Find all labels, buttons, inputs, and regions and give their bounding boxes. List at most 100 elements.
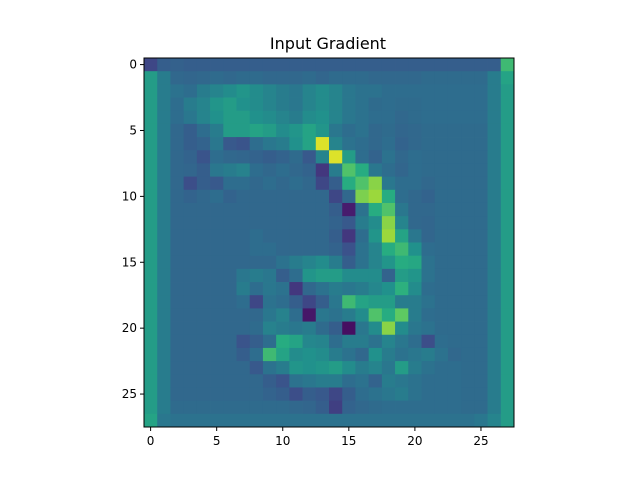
heatmap-cell (223, 334, 237, 349)
heatmap-cell (144, 202, 158, 217)
heatmap-cell (408, 84, 422, 98)
heatmap-cell (210, 84, 224, 98)
heatmap-cell (249, 387, 264, 402)
heatmap-cell (408, 176, 422, 191)
heatmap-cell (236, 71, 251, 85)
heatmap-cell (289, 71, 303, 85)
heatmap-cell (276, 268, 290, 283)
heatmap-cell (487, 58, 502, 72)
heatmap-cell (368, 361, 383, 375)
heatmap-cell (223, 413, 237, 428)
heatmap-cell (474, 255, 488, 270)
heatmap-cell (210, 97, 224, 112)
heatmap-cell (408, 308, 422, 322)
heatmap-cell (434, 137, 449, 151)
heatmap-cell (289, 137, 303, 151)
heatmap-cell (355, 400, 370, 415)
heatmap-cell (368, 71, 383, 85)
heatmap-cell (395, 150, 409, 164)
heatmap-cell (381, 97, 396, 112)
heatmap-cell (434, 71, 449, 85)
heatmap-cell (196, 229, 211, 243)
heatmap-cell (487, 282, 502, 296)
heatmap-cell (408, 268, 422, 283)
heatmap-cell (487, 361, 502, 375)
heatmap-cell (157, 163, 171, 178)
heatmap-cell (210, 321, 224, 336)
heatmap-cell (447, 242, 462, 257)
heatmap-cell (183, 321, 198, 336)
heatmap-cell (249, 189, 264, 204)
heatmap-cell (474, 413, 488, 428)
heatmap-cell (355, 123, 370, 138)
heatmap-cell (144, 58, 158, 72)
heatmap-cell (342, 400, 356, 415)
heatmap-cell (289, 163, 303, 178)
heatmap-cell (157, 268, 171, 283)
heatmap-cell (183, 347, 198, 362)
heatmap-cell (381, 163, 396, 178)
heatmap-cell (183, 163, 198, 178)
heatmap-cell (461, 71, 475, 85)
heatmap-cell (144, 321, 158, 336)
heatmap-cell (461, 137, 475, 151)
heatmap-cell (434, 229, 449, 243)
heatmap-cell (421, 84, 436, 98)
heatmap-cell (289, 110, 303, 125)
heatmap-cell (368, 123, 383, 138)
heatmap-cell (236, 229, 251, 243)
heatmap-cell (421, 58, 436, 72)
heatmap-cell (408, 163, 422, 178)
heatmap-cell (262, 71, 277, 85)
heatmap-cell (183, 71, 198, 85)
heatmap-cell (289, 334, 303, 349)
heatmap-cell (289, 295, 303, 309)
heatmap-cell (196, 202, 211, 217)
heatmap-cell (329, 308, 343, 322)
heatmap-cell (474, 374, 488, 388)
heatmap-cell (210, 361, 224, 375)
heatmap-cell (329, 321, 343, 336)
heatmap-cell (144, 123, 158, 138)
heatmap-cell (170, 361, 185, 375)
heatmap-cell (183, 176, 198, 191)
heatmap-cell (381, 71, 396, 85)
heatmap-cell (487, 387, 502, 402)
heatmap-cell (329, 361, 343, 375)
y-tick-label: 10 (122, 189, 137, 203)
heatmap-cell (447, 58, 462, 72)
heatmap-cell (170, 58, 185, 72)
heatmap-cell (395, 347, 409, 362)
heatmap-cell (249, 71, 264, 85)
heatmap-cell (236, 361, 251, 375)
heatmap-cell (170, 84, 185, 98)
heatmap-cell (157, 137, 171, 151)
heatmap-cell (368, 308, 383, 322)
heatmap-cell (408, 295, 422, 309)
heatmap-cell (196, 413, 211, 428)
heatmap-cell (302, 361, 317, 375)
heatmap-cell (289, 242, 303, 257)
heatmap-cell (395, 58, 409, 72)
heatmap-cell (223, 110, 237, 125)
heatmap-cell (302, 308, 317, 322)
heatmap-cell (500, 229, 515, 243)
heatmap-cell (170, 202, 185, 217)
heatmap-cell (447, 202, 462, 217)
heatmap-cell (144, 110, 158, 125)
heatmap-cell (421, 189, 436, 204)
heatmap-cell (461, 295, 475, 309)
heatmap-cell (223, 176, 237, 191)
heatmap-cell (421, 334, 436, 349)
heatmap-cell (395, 361, 409, 375)
heatmap-cell (329, 295, 343, 309)
heatmap-cell (236, 268, 251, 283)
heatmap-cell (210, 71, 224, 85)
heatmap-cell (421, 400, 436, 415)
heatmap-cell (236, 58, 251, 72)
heatmap-cell (276, 176, 290, 191)
heatmap-cell (329, 97, 343, 112)
heatmap-cell (487, 413, 502, 428)
heatmap-cell (236, 97, 251, 112)
